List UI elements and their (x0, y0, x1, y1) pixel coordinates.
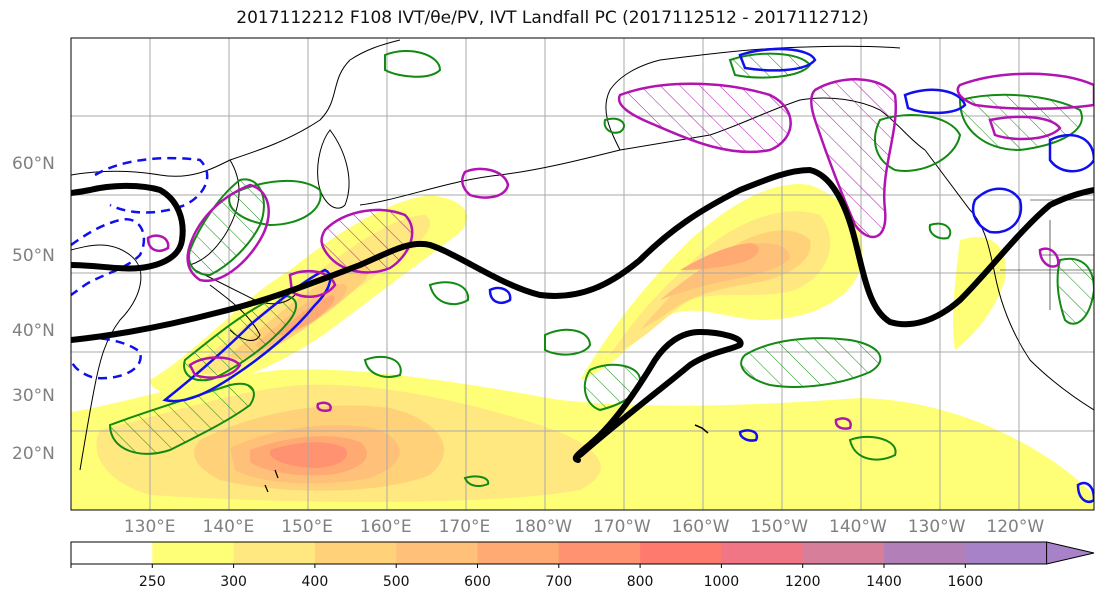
colorbar-tick-label: 700 (545, 574, 573, 590)
longitude-label: 130°E (123, 517, 176, 537)
longitude-label: 160°W (671, 517, 730, 537)
longitude-label: 120°W (986, 517, 1045, 537)
map-area (71, 38, 1094, 510)
colorbar (70, 541, 1095, 568)
longitude-label: 170°W (592, 517, 651, 537)
magenta-contours (146, 72, 1094, 430)
colorbar-segment (640, 542, 722, 564)
latitude-label: 40°N (12, 321, 55, 342)
longitude-label: 170°E (438, 517, 491, 537)
black-contours (71, 167, 1094, 463)
colorbar-tick-label: 600 (464, 574, 491, 590)
longitude-label: 130°W (907, 517, 966, 537)
colorbar-tick-label: 1000 (703, 574, 740, 590)
colorbar-segment (314, 542, 397, 564)
colorbar-segment (721, 542, 804, 564)
latitude-label: 20°N (12, 444, 55, 465)
colorbar-segment (396, 542, 478, 564)
colorbar-tick-label: 250 (138, 574, 166, 590)
blue-contours (71, 47, 1094, 504)
longitude-label: 160°E (359, 517, 412, 537)
longitude-label: 180°W (514, 517, 573, 537)
longitude-label: 150°E (281, 517, 333, 537)
colorbar-tick-label: 1200 (784, 574, 821, 590)
colorbar-tick-label: 500 (382, 574, 410, 590)
latitude-label: 50°N (12, 246, 55, 267)
colorbar-extend-arrow (1046, 541, 1095, 565)
longitude-label: 140°E (202, 517, 255, 537)
longitude-label: 140°W (829, 517, 887, 537)
latitude-label: 60°N (12, 153, 55, 174)
green-contours (108, 50, 1094, 487)
colorbar-segment (233, 542, 316, 564)
colorbar-segment (884, 542, 966, 564)
latitude-label: 30°N (12, 385, 55, 406)
map-frame (70, 37, 1095, 511)
page-title: 2017112212 F108 IVT/θe/PV, IVT Landfall … (236, 8, 869, 28)
colorbar-tick-label: 1600 (947, 574, 984, 590)
colorbar-tick-label: 400 (301, 574, 329, 590)
colorbar-tick-label: 300 (220, 574, 247, 590)
colorbar-segment (802, 542, 885, 564)
colorbar-tick-label: 1400 (866, 574, 902, 590)
colorbar-segment (558, 542, 641, 564)
colorbar-segment (152, 542, 235, 564)
colorbar-segment (965, 542, 1048, 564)
colorbar-segment (477, 542, 560, 564)
colorbar-tick-label: 800 (626, 574, 654, 590)
colorbar-segment (71, 542, 153, 564)
longitude-label: 150°W (750, 517, 809, 537)
